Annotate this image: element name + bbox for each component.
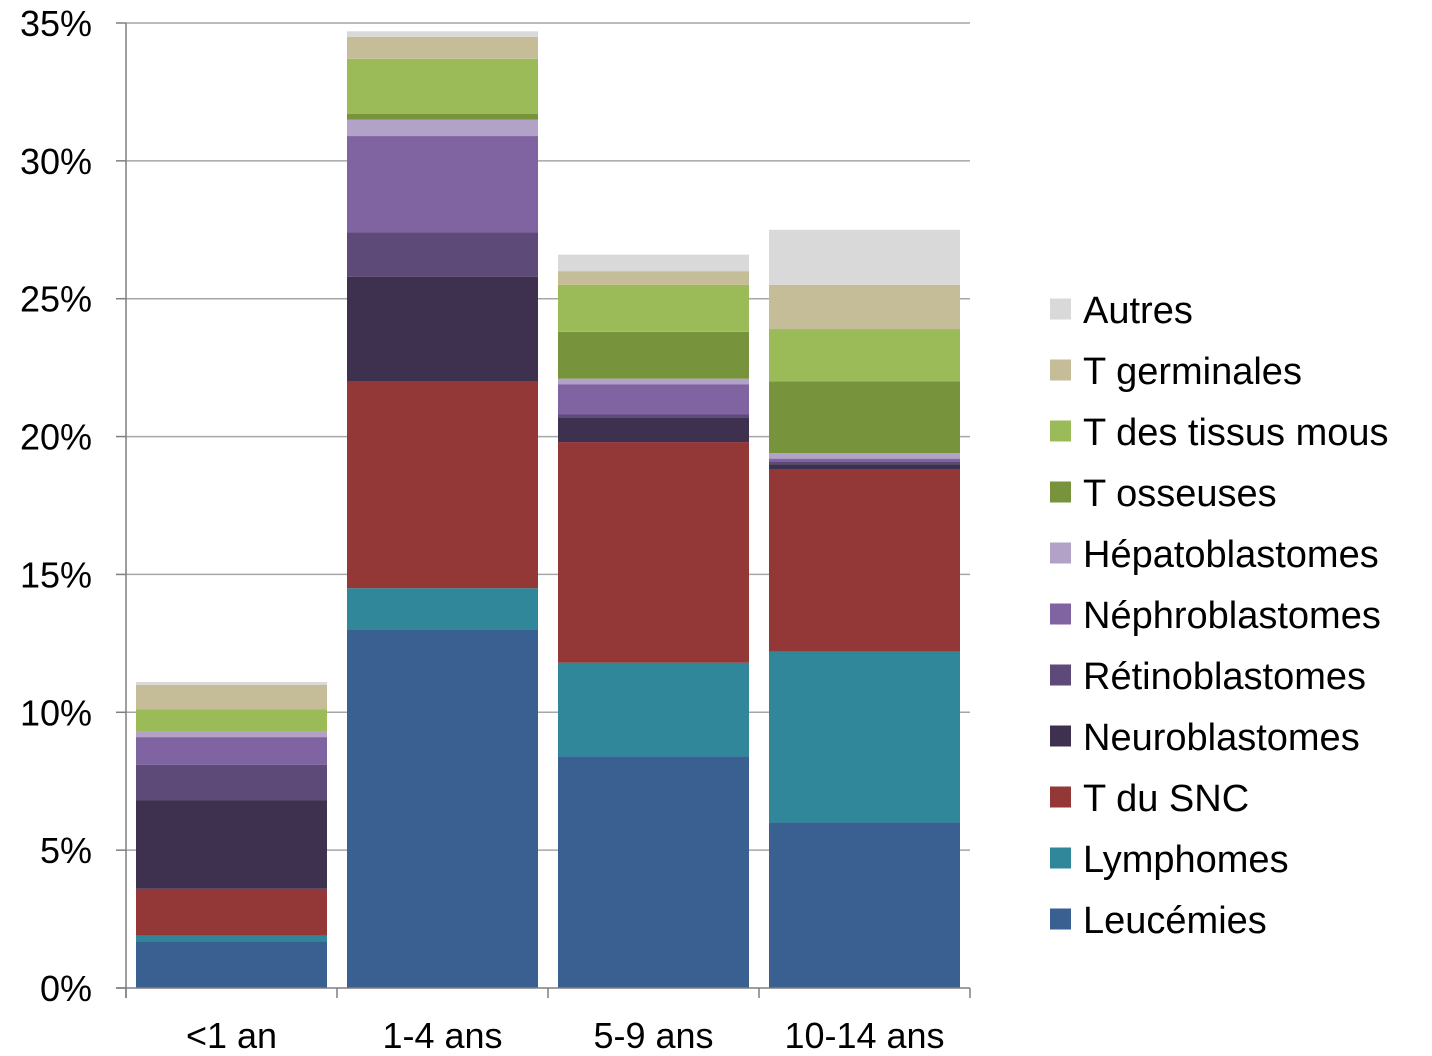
legend-label: Rétinoblastomes	[1083, 656, 1366, 698]
legend-item: Lymphomes	[1050, 839, 1289, 881]
bar-segment	[769, 453, 960, 459]
legend-swatch	[1050, 359, 1071, 381]
bars	[136, 31, 960, 988]
bar-segment	[558, 254, 749, 272]
legend-item: T osseuses	[1050, 473, 1277, 515]
bar-segment	[136, 800, 327, 889]
legend-item: Rétinoblastomes	[1050, 656, 1366, 698]
bar-segment	[558, 662, 749, 757]
bar-segment	[347, 119, 538, 137]
legend-item: T germinales	[1050, 351, 1302, 393]
y-tick-label: 15%	[20, 554, 92, 595]
legend-label: T germinales	[1083, 351, 1302, 393]
bar-segment	[347, 136, 538, 233]
bar-segment	[136, 684, 327, 710]
bar-segment	[558, 417, 749, 443]
legend-label: T du SNC	[1083, 778, 1249, 820]
legend-swatch	[1050, 481, 1071, 503]
bar-segment	[769, 284, 960, 330]
x-tick-label: 1-4 ans	[382, 1015, 502, 1056]
bar-segment	[347, 381, 538, 589]
bar-segment	[769, 822, 960, 988]
bar-segment	[347, 36, 538, 59]
legend-item: Leucémies	[1050, 900, 1267, 942]
bar-segment	[558, 331, 749, 379]
bar-stack	[136, 681, 327, 988]
bar-segment	[347, 276, 538, 382]
y-tick-label: 25%	[20, 279, 92, 320]
bar-segment	[136, 709, 327, 732]
y-tick-label: 35%	[20, 3, 92, 44]
legend-swatch	[1050, 542, 1071, 564]
legend-item: T du SNC	[1050, 778, 1249, 820]
bar-segment	[558, 271, 749, 285]
y-tick-label: 30%	[20, 141, 92, 182]
bar-segment	[558, 442, 749, 663]
legend-label: T osseuses	[1083, 473, 1277, 515]
bar-stack	[769, 229, 960, 988]
bar-segment	[769, 651, 960, 823]
x-tick-label: <1 an	[186, 1015, 277, 1056]
bar-segment	[347, 31, 538, 37]
bar-segment	[769, 461, 960, 465]
bar-segment	[136, 935, 327, 942]
legend-item: Hépatoblastomes	[1050, 534, 1379, 576]
bar-segment	[347, 113, 538, 120]
axes: 0% 5% 10% 15% 20% 25% 30% 35% <1 an 1-4 ans 5-9 an…	[20, 3, 971, 1056]
bar-segment	[136, 764, 327, 801]
legend-label: Lymphomes	[1083, 839, 1289, 881]
legend-label: Leucémies	[1083, 900, 1267, 942]
legend-swatch	[1050, 847, 1071, 869]
bar-segment	[347, 588, 538, 630]
legend-swatch	[1050, 725, 1071, 747]
bar-segment	[769, 229, 960, 285]
bar-segment	[347, 232, 538, 277]
y-tick-label: 0%	[40, 968, 92, 1009]
legend-swatch	[1050, 664, 1071, 686]
bar-segment	[136, 888, 327, 936]
legend-swatch	[1050, 603, 1071, 625]
legend-item: Autres	[1050, 290, 1193, 332]
legend-swatch	[1050, 908, 1071, 930]
bar-segment	[558, 378, 749, 385]
x-tick-label: 10-14 ans	[784, 1015, 944, 1056]
legend-item: Neuroblastomes	[1050, 717, 1360, 759]
legend-item: Néphroblastomes	[1050, 595, 1381, 637]
legend-swatch	[1050, 786, 1071, 808]
bar-segment	[136, 737, 327, 765]
bar-segment	[558, 384, 749, 415]
bar-stack	[347, 31, 538, 988]
y-tick-label: 5%	[40, 830, 92, 871]
bar-segment	[769, 458, 960, 462]
bar-segment	[136, 731, 327, 738]
bar-stack	[558, 254, 749, 988]
bar-segment	[347, 58, 538, 114]
bar-segment	[136, 681, 327, 685]
legend-item: T des tissus mous	[1050, 412, 1389, 454]
bar-segment	[769, 464, 960, 470]
bar-segment	[769, 329, 960, 382]
legend-label: Néphroblastomes	[1083, 595, 1381, 637]
y-tick-label: 20%	[20, 417, 92, 458]
legend-label: T des tissus mous	[1083, 412, 1389, 454]
bar-segment	[769, 381, 960, 454]
legend-swatch	[1050, 298, 1071, 320]
bar-segment	[769, 469, 960, 652]
bar-segment	[558, 284, 749, 332]
bar-segment	[558, 414, 749, 418]
legend: Autres T germinales T des tissus mous T oss…	[1050, 290, 1389, 942]
legend-swatch	[1050, 420, 1071, 442]
x-tick-label: 5-9 ans	[593, 1015, 713, 1056]
bar-segment	[558, 756, 749, 988]
y-tick-label: 10%	[20, 692, 92, 733]
legend-label: Neuroblastomes	[1083, 717, 1360, 759]
bar-segment	[347, 629, 538, 988]
legend-label: Autres	[1083, 290, 1193, 332]
legend-label: Hépatoblastomes	[1083, 534, 1379, 576]
bar-segment	[136, 941, 327, 988]
